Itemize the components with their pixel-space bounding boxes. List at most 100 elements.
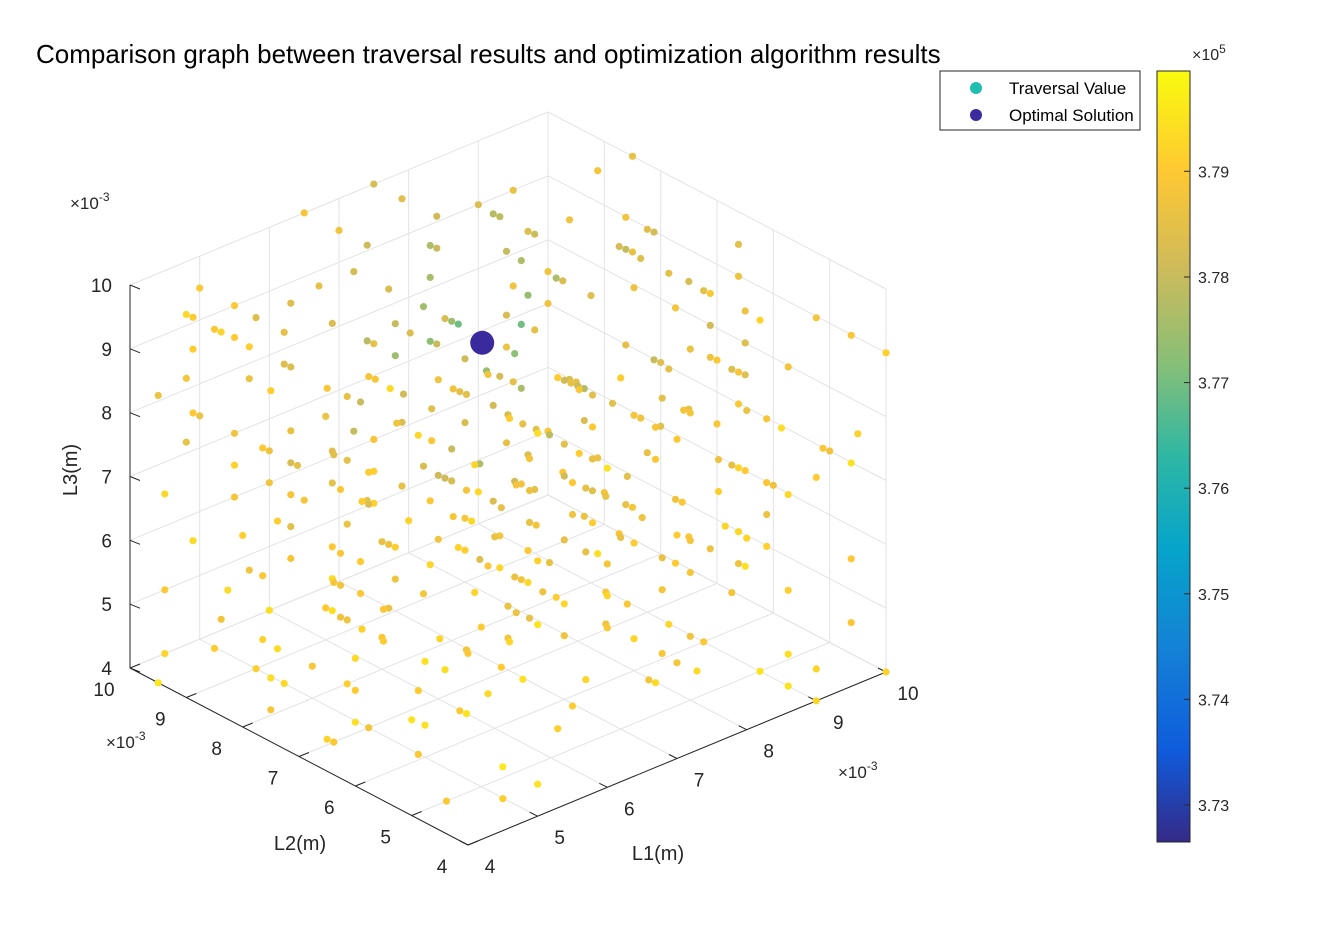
traversal-point <box>496 564 504 572</box>
traversal-point <box>343 520 351 528</box>
colorbar-tick-label: 3.79 <box>1198 164 1229 181</box>
traversal-point <box>426 497 434 505</box>
traversal-point <box>686 568 694 577</box>
traversal-point <box>252 314 260 322</box>
traversal-point <box>370 340 378 348</box>
traversal-point <box>343 680 351 688</box>
traversal-point <box>554 725 562 733</box>
traversal-point <box>491 533 499 541</box>
traversal-point <box>651 679 660 687</box>
traversal-point <box>350 268 358 276</box>
traversal-point <box>511 350 519 358</box>
y-tick <box>129 663 141 669</box>
z-tick <box>129 476 141 481</box>
traversal-point <box>532 521 540 529</box>
traversal-point <box>671 304 680 312</box>
traversal-point <box>706 289 714 298</box>
traversal-point <box>441 474 449 482</box>
traversal-point <box>315 282 323 290</box>
traversal-point <box>847 459 855 467</box>
traversal-point <box>330 451 338 459</box>
traversal-point <box>637 254 645 263</box>
colorbar-tick-label: 3.78 <box>1198 270 1229 287</box>
traversal-point <box>502 343 511 351</box>
traversal-point <box>489 497 497 505</box>
traversal-point <box>559 277 567 285</box>
traversal-point <box>685 277 693 286</box>
traversal-point <box>741 371 749 379</box>
traversal-point <box>686 632 694 640</box>
traversal-point <box>433 244 441 252</box>
traversal-point <box>511 573 519 581</box>
traversal-point <box>322 604 330 612</box>
traversal-point <box>378 538 386 546</box>
traversal-point <box>391 543 399 551</box>
traversal-point <box>356 558 365 566</box>
traversal-point <box>509 186 517 194</box>
traversal-point <box>545 431 554 439</box>
traversal-point <box>265 479 273 487</box>
traversal-point <box>847 555 855 563</box>
traversal-point <box>323 384 331 392</box>
traversal-point <box>154 679 162 687</box>
traversal-point <box>502 439 511 447</box>
z-tick-label: 10 <box>91 276 112 297</box>
z-tick-label: 9 <box>101 340 112 361</box>
traversal-point <box>505 638 514 646</box>
traversal-point <box>328 479 336 487</box>
traversal-point <box>512 481 520 489</box>
traversal-point <box>512 609 520 617</box>
traversal-point <box>588 391 597 399</box>
traversal-point <box>371 375 379 383</box>
traversal-point <box>265 606 273 614</box>
traversal-point <box>650 356 658 364</box>
legend-label-optimal: Optimal Solution <box>1009 106 1134 125</box>
traversal-point <box>484 562 492 570</box>
z-tick <box>129 603 141 609</box>
colorbar-tick-label: 3.74 <box>1198 692 1229 709</box>
traversal-point <box>343 392 351 401</box>
traversal-point <box>336 485 345 494</box>
traversal-point <box>587 292 595 300</box>
traversal-point <box>471 461 479 469</box>
z-tick <box>129 539 141 545</box>
traversal-point <box>847 331 855 339</box>
traversal-point <box>365 500 373 508</box>
traversal-point <box>545 559 554 567</box>
traversal-point <box>686 409 694 417</box>
colorbar-tick-label: 3.75 <box>1198 587 1229 604</box>
legend: Traversal Value Optimal Solution <box>939 70 1141 131</box>
y-tick <box>411 811 422 816</box>
traversal-point <box>693 667 701 675</box>
grid-line <box>242 553 661 728</box>
optimal-solution-point <box>470 330 495 355</box>
traversal-point <box>414 431 422 439</box>
traversal-point <box>706 321 714 329</box>
traversal-point <box>568 702 577 710</box>
traversal-point <box>365 468 373 476</box>
traversal-point <box>671 559 680 567</box>
traversal-point <box>741 467 749 475</box>
traversal-point <box>630 539 638 547</box>
traversal-point <box>560 536 568 544</box>
traversal-point <box>280 679 288 688</box>
traversal-point <box>524 291 532 299</box>
traversal-point <box>651 423 660 431</box>
traversal-point <box>769 481 777 489</box>
traversal-point <box>665 365 673 373</box>
traversal-point <box>189 313 197 321</box>
traversal-point <box>280 328 288 336</box>
traversal-point <box>448 445 456 453</box>
traversal-point <box>477 623 485 631</box>
traversal-point <box>259 635 267 644</box>
traversal-point <box>638 514 646 522</box>
traversal-point <box>519 420 527 428</box>
traversal-point <box>428 405 436 413</box>
traversal-point <box>622 245 630 253</box>
traversal-point <box>580 512 588 520</box>
traversal-point <box>741 562 749 570</box>
traversal-point <box>671 495 680 503</box>
colorbar: 3.73 3.74 3.75 3.76 3.77 3.78 3.79 ×105 <box>1156 42 1229 843</box>
grid-line <box>547 111 887 290</box>
traversal-point <box>462 486 471 494</box>
